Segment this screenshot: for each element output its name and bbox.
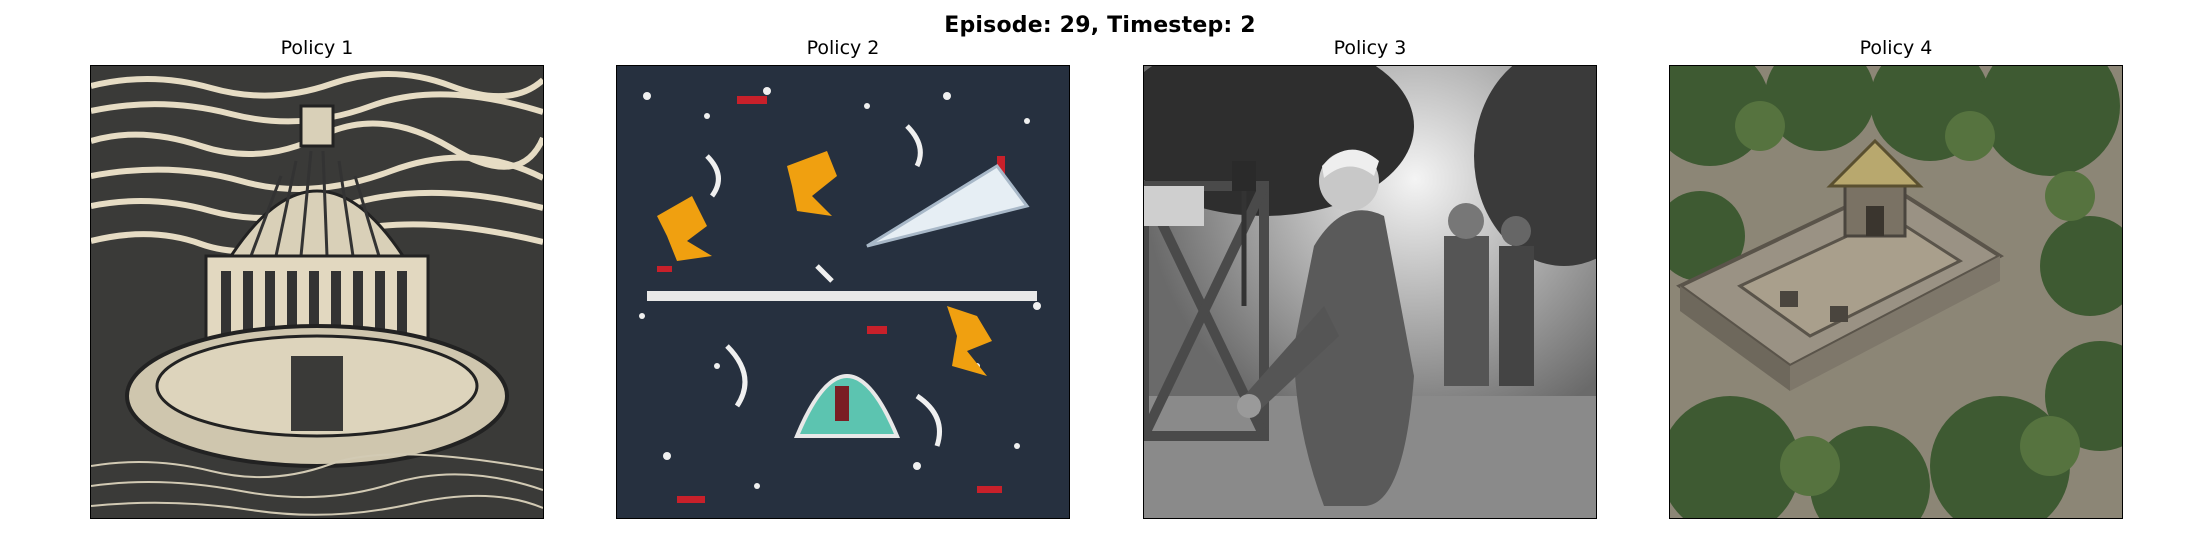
policy-4-image [1669, 65, 2123, 519]
panel-title: Policy 3 [1333, 37, 1407, 59]
policy-3-image [1143, 65, 1597, 519]
panel-policy-3: Policy 3 [1143, 38, 1597, 519]
panel-policy-2: Policy 2 [616, 38, 1070, 519]
panel-policy-4: Policy 4 [1669, 38, 2123, 519]
panel-title: Policy 2 [806, 37, 880, 59]
panel-title: Policy 1 [280, 37, 354, 59]
policy-2-image [616, 65, 1070, 519]
panel-title: Policy 4 [1859, 37, 1933, 59]
policy-1-image [90, 65, 544, 519]
figure-title: Episode: 29, Timestep: 2 [944, 13, 1256, 38]
panel-policy-1: Policy 1 [90, 38, 544, 519]
